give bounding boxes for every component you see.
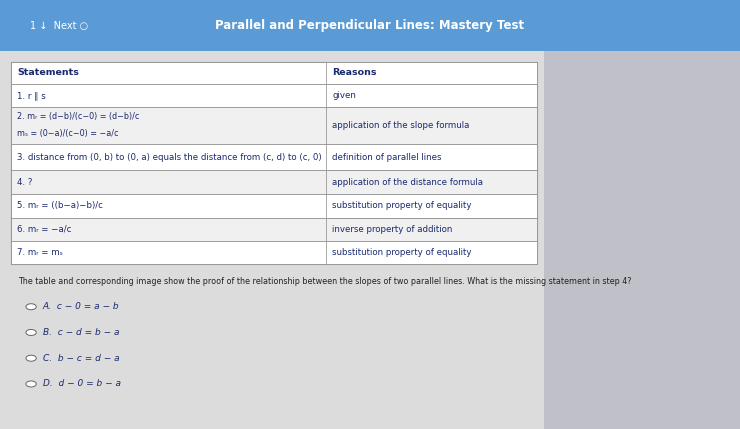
Text: 1. r ∥ s: 1. r ∥ s <box>17 91 46 100</box>
Text: 3. distance from (0, b) to (0, a) equals the distance from (c, d) to (c, 0): 3. distance from (0, b) to (0, a) equals… <box>17 153 322 162</box>
Text: B.  c − d = b − a: B. c − d = b − a <box>43 328 119 337</box>
Text: 2. mᵣ = (d−b)/(c−0) = (d−b)/c: 2. mᵣ = (d−b)/(c−0) = (d−b)/c <box>17 112 139 121</box>
Text: inverse property of addition: inverse property of addition <box>332 225 453 234</box>
Text: application of the distance formula: application of the distance formula <box>332 178 483 187</box>
Text: application of the slope formula: application of the slope formula <box>332 121 470 130</box>
Text: 4. ?: 4. ? <box>17 178 33 187</box>
Text: mₛ = (0−a)/(c−0) = −a/c: mₛ = (0−a)/(c−0) = −a/c <box>17 129 118 138</box>
Text: The table and corresponding image show the proof of the relationship between the: The table and corresponding image show t… <box>18 277 632 286</box>
Text: definition of parallel lines: definition of parallel lines <box>332 153 442 162</box>
Text: substitution property of equality: substitution property of equality <box>332 248 472 257</box>
Text: 7. mᵣ = mₛ: 7. mᵣ = mₛ <box>17 248 63 257</box>
Text: Statements: Statements <box>17 68 79 77</box>
Text: C.  b − c = d − a: C. b − c = d − a <box>43 354 120 363</box>
Text: 1 ↓  Next ○: 1 ↓ Next ○ <box>30 21 88 31</box>
Text: given: given <box>332 91 356 100</box>
Text: Parallel and Perpendicular Lines: Mastery Test: Parallel and Perpendicular Lines: Master… <box>215 19 525 32</box>
Text: 5. mᵣ = ((b−a)−b)/c: 5. mᵣ = ((b−a)−b)/c <box>17 201 103 210</box>
Text: 6. mᵣ = −a/c: 6. mᵣ = −a/c <box>17 225 71 234</box>
Text: A.  c − 0 = a − b: A. c − 0 = a − b <box>43 302 120 311</box>
Text: Reasons: Reasons <box>332 68 377 77</box>
Text: D.  d − 0 = b − a: D. d − 0 = b − a <box>43 380 121 388</box>
Text: substitution property of equality: substitution property of equality <box>332 201 472 210</box>
